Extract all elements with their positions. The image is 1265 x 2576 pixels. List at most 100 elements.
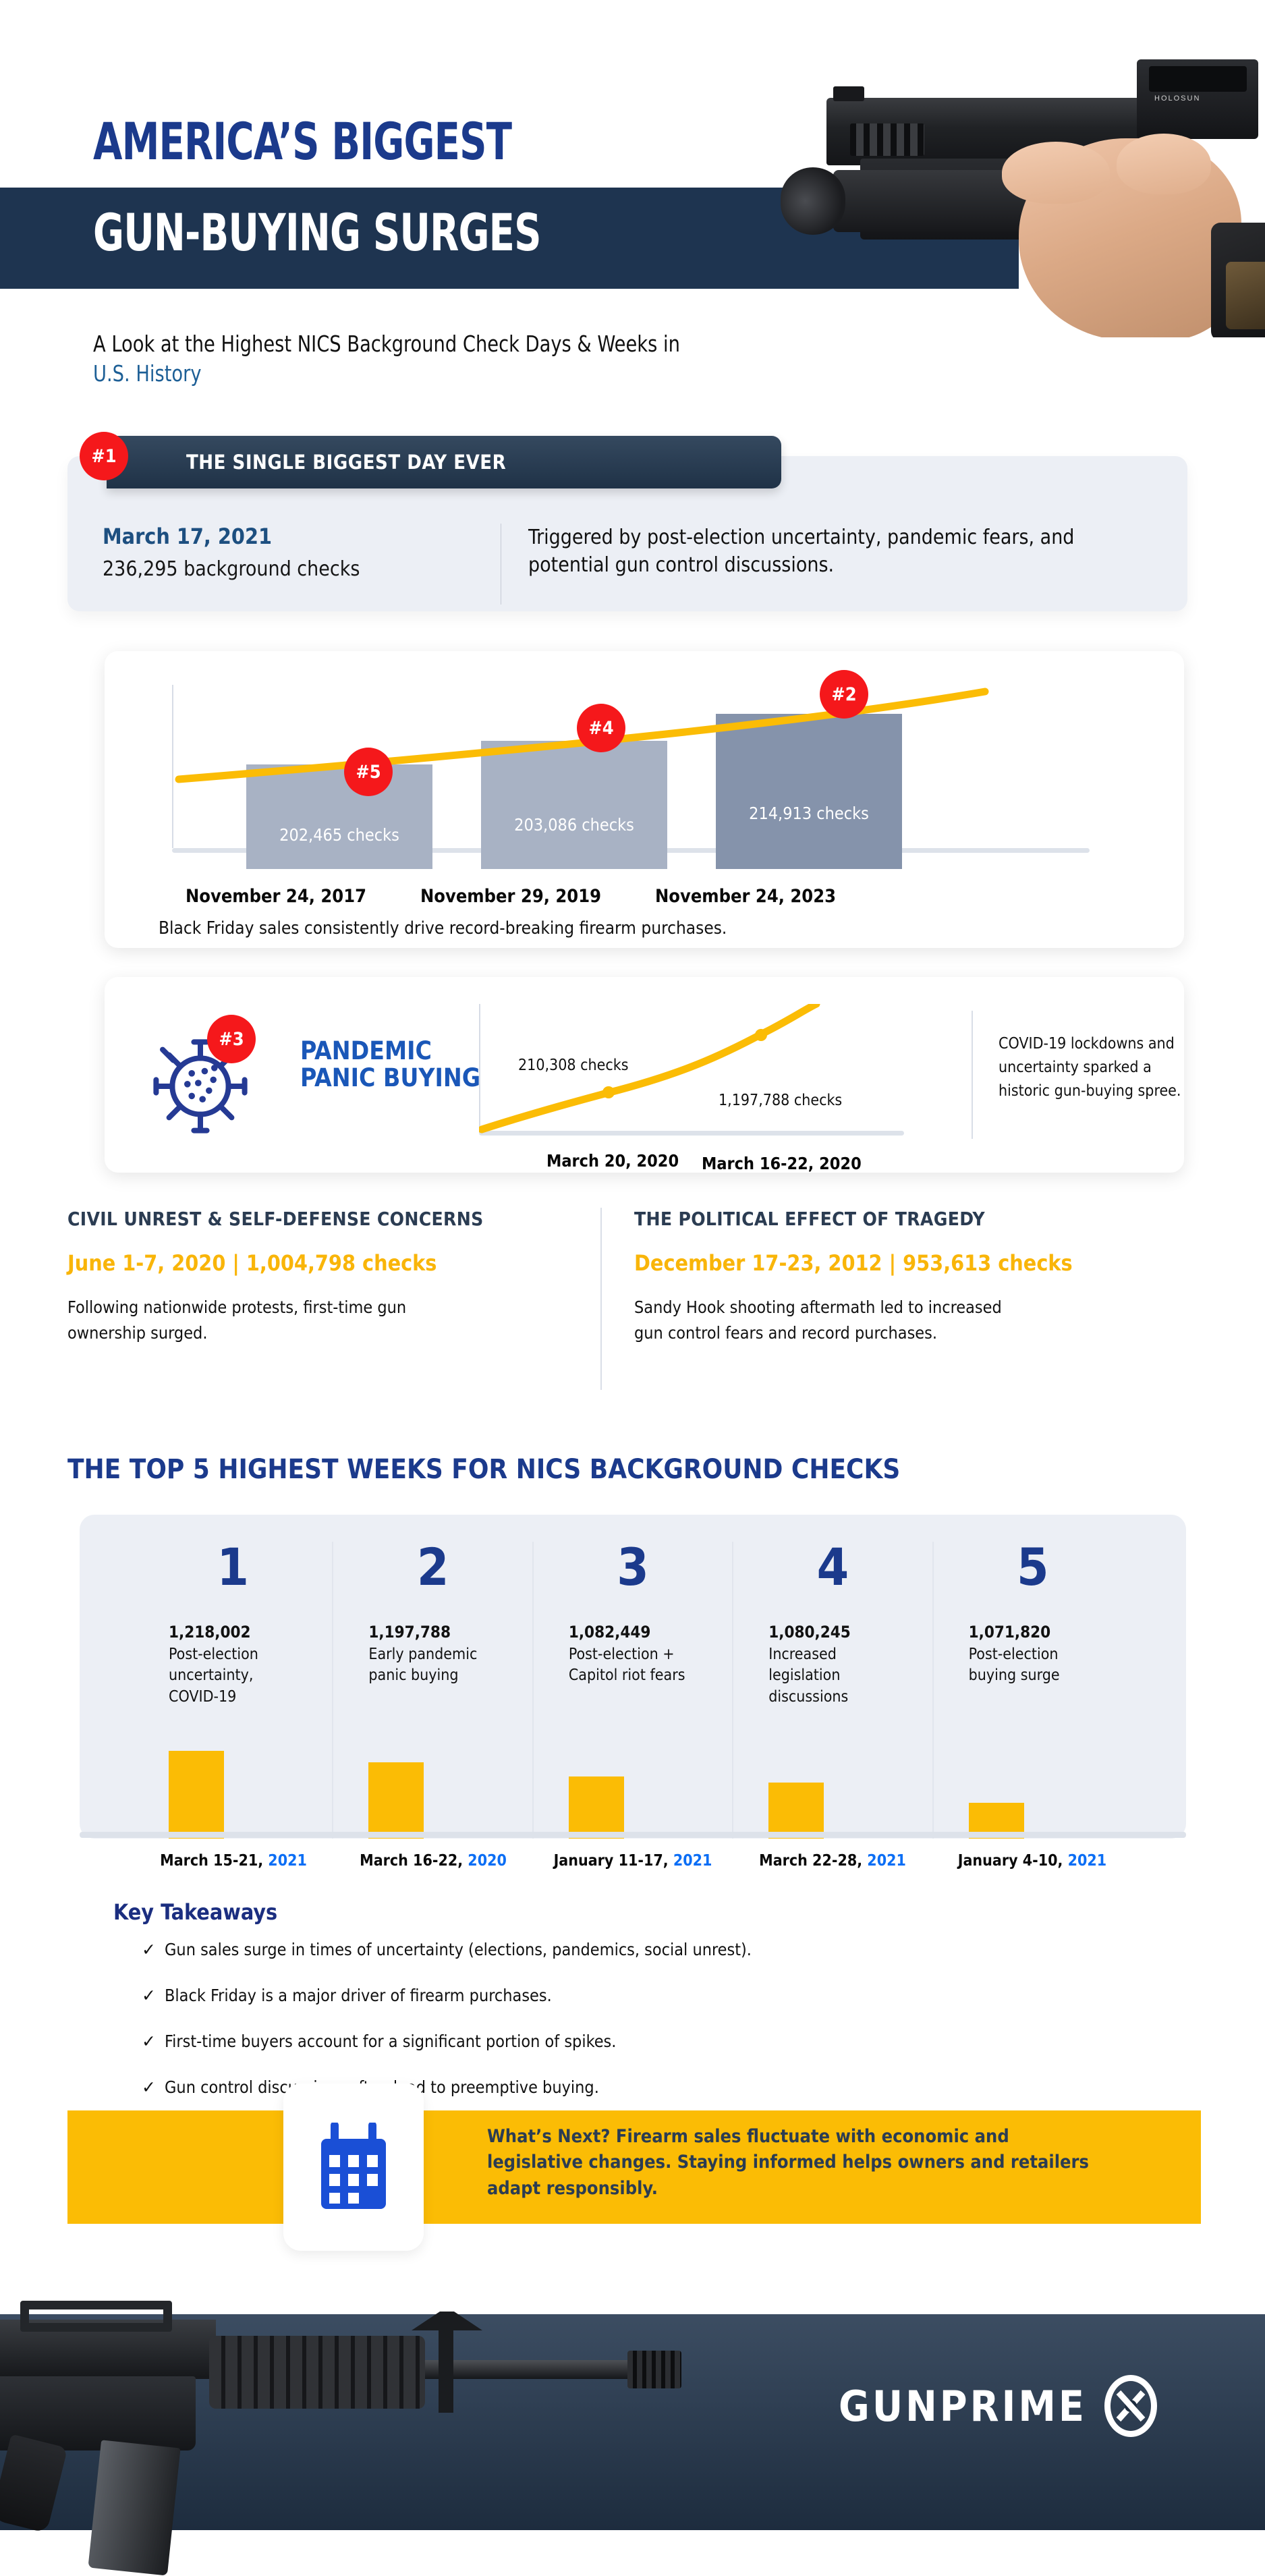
top5-item-4: 4 1,080,245 Increased legislation discus… [732,1542,932,1839]
whats-next-banner [67,2110,1201,2224]
bf-label-2019: November 29, 2019 [420,886,602,907]
check-icon: ✓ [142,1940,156,1959]
takeaway-text: First-time buyers account for a signific… [165,2032,617,2051]
top5-bar-4 [768,1783,824,1839]
bar-2023: 214,913 checks [716,714,902,869]
whats-next-icon-card [283,2083,424,2251]
trend-line [175,688,989,783]
pandemic-x-axis [479,1131,904,1136]
civil-unrest-title: CIVIL UNREST & SELF-DEFENSE CONCERNS [67,1208,484,1230]
top5-desc-4: Increased legislation discussions [768,1646,849,1706]
top5-card [80,1515,1186,1839]
top5-heading: THE TOP 5 HIGHEST WEEKS FOR NICS BACKGRO… [67,1454,901,1485]
top5-number-4: 1,080,245 [768,1623,851,1642]
takeaways-list: ✓ Gun sales surge in times of uncertaint… [142,1940,1073,2123]
check-icon: ✓ [142,2032,156,2051]
top5-rank-3: 3 [617,1537,649,1597]
takeaway-text: Gun sales surge in times of uncertainty … [165,1940,752,1959]
rank-badge-5-label: #5 [356,761,381,783]
hero-subtitle-link[interactable]: U.S. History [93,360,202,387]
hero-section: HOLOSUN AMERICA’S BIGGEST GUN-BUYING SUR… [0,0,1265,432]
pandemic-value-2: 1,197,788 checks [719,1092,843,1109]
political-effect-stat: December 17-23, 2012 | 953,613 checks [634,1250,1073,1276]
civil-unrest-description: Following nationwide protests, first-tim… [67,1297,407,1343]
rank-badge-2: #2 [820,670,868,719]
pandemic-y-axis [479,1004,480,1133]
biggest-day-checks: 236,295 background checks [103,557,360,581]
takeaway-item: ✓ Gun sales surge in times of uncertaint… [142,1940,1073,1960]
pandemic-point-1 [602,1086,615,1098]
black-friday-x-labels: November 24, 2017 November 29, 2019 Nove… [159,886,1137,907]
wrist-watch [1211,223,1265,337]
rank-badge-3: #3 [207,1015,256,1063]
top5-date-4: March 22-28, 2021 [759,1852,906,1870]
top5-rank-2: 2 [416,1537,449,1597]
pandemic-date-1: March 20, 2020 [546,1151,679,1171]
pandemic-chart: 210,308 checks 1,197,788 checks March 20… [479,1004,911,1173]
takeaway-item: ✓ Gun control discussions often lead to … [142,2077,1073,2098]
civil-unrest-column: CIVIL UNREST & SELF-DEFENSE CONCERNS Jun… [67,1208,600,1410]
footer-logo[interactable]: GUNPRIME [839,2375,1157,2437]
calendar-icon [321,2123,386,2209]
top5-bar-1 [169,1751,224,1839]
bf-label-2023: November 24, 2023 [654,886,837,907]
brand-name: GUNPRIME [839,2381,1087,2431]
pandemic-title-line-1: PANDEMIC [300,1036,432,1065]
pandemic-point-2 [755,1029,767,1041]
top5-number-3: 1,082,449 [568,1623,651,1642]
two-column-section: CIVIL UNREST & SELF-DEFENSE CONCERNS Jun… [67,1208,1201,1410]
bar-2023-value: 214,913 checks [749,804,869,824]
ribbon-title: THE SINGLE BIGGEST DAY EVER [186,451,507,474]
pandemic-description: COVID-19 lockdowns and uncertainty spark… [999,1035,1181,1100]
takeaways-title: Key Takeaways [113,1899,278,1925]
pandemic-card: #3 PANDEMIC PANIC BUYING 210,308 checks … [105,977,1184,1173]
top5-date-2: March 16-22, 2020 [360,1852,507,1870]
black-friday-chart: 202,465 checks 203,086 checks 214,913 ch… [159,678,1137,874]
top5-date-3: January 11-17, 2021 [553,1852,712,1870]
bar-2019: 203,086 checks [481,741,667,869]
rank-badge-1-label: #1 [91,445,117,467]
pandemic-divider [972,1011,973,1139]
hero-title-line-2: GUN-BUYING SURGES [93,202,542,262]
top5-bar-2 [368,1762,424,1839]
pandemic-date-2: March 16-22, 2020 [702,1154,862,1173]
red-dot-optic: HOLOSUN [1137,59,1258,139]
bar-2017-value: 202,465 checks [279,824,399,845]
crosshair-icon [1104,2375,1157,2437]
top5-item-5: 5 1,071,820 Post-election buying surge [932,1542,1132,1839]
top5-desc-1: Post-election uncertainty, COVID-19 [169,1646,258,1706]
hero-title-line-1: AMERICA’S BIGGEST [93,111,512,171]
top5-date-5: January 4-10, 2021 [957,1852,1107,1870]
political-effect-title: THE POLITICAL EFFECT OF TRAGEDY [634,1208,985,1230]
pandemic-value-1: 210,308 checks [518,1057,629,1074]
bf-label-2017: November 24, 2017 [185,886,367,907]
top5-desc-5: Post-election buying surge [968,1646,1060,1685]
check-icon: ✓ [142,2078,156,2097]
top5-item-3: 3 1,082,449 Post-election + Capitol riot… [532,1542,732,1839]
top5-desc-2: Early pandemic panic buying [368,1646,478,1685]
top5-grid: 1 1,218,002 Post-election uncertainty, C… [80,1515,1186,1839]
rifle-illustration [0,2280,722,2576]
top5-date-1: March 15-21, 2021 [160,1852,307,1870]
top5-rank-5: 5 [1017,1537,1049,1597]
political-effect-description: Sandy Hook shooting aftermath led to inc… [634,1297,1002,1343]
takeaway-text: Black Friday is a major driver of firear… [165,1986,552,2005]
rank-badge-1: #1 [80,432,128,480]
rank-badge-5: #5 [344,748,393,796]
biggest-day-date: March 17, 2021 [103,524,272,549]
pistol-photo: HOLOSUN [712,20,1265,337]
takeaway-item: ✓ First-time buyers account for a signif… [142,2032,1073,2052]
rank-badge-4-label: #4 [588,717,614,739]
top5-bar-3 [568,1776,624,1839]
optic-brand-label: HOLOSUN [1154,94,1201,103]
top5-date-labels: March 15-21, 2021 March 16-22, 2020 Janu… [80,1852,1186,1870]
hero-subtitle-text: A Look at the Highest NICS Background Ch… [93,331,680,357]
rank-badge-4: #4 [577,704,625,752]
civil-unrest-stat: June 1-7, 2020 | 1,004,798 checks [67,1250,437,1276]
pandemic-trend-line [479,1004,820,1133]
chart-y-axis [172,685,173,848]
black-friday-card: 202,465 checks 203,086 checks 214,913 ch… [105,651,1184,948]
top5-number-1: 1,218,002 [169,1623,251,1642]
black-friday-note: Black Friday sales consistently drive re… [159,918,727,939]
rank-badge-2-label: #2 [831,683,857,705]
